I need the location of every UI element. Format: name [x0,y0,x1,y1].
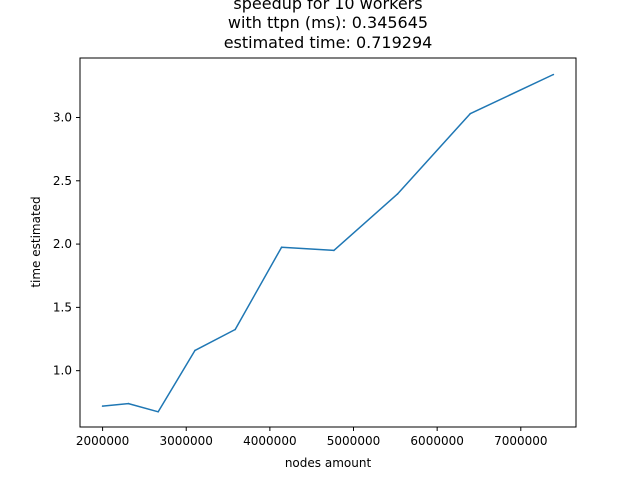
y-tick-label: 2.5 [53,174,72,188]
chart-title: speedup for 10 workers with ttpn (ms): 0… [224,0,433,52]
data-point [157,411,159,413]
data-point [469,112,472,115]
x-axis-label: nodes amount [285,456,372,470]
x-tick-label: 6000000 [410,434,463,448]
data-point [194,349,196,352]
chart-title-line-2: with ttpn (ms): 0.345645 [228,13,428,32]
data-point [127,402,130,405]
y-tick-label: 2.0 [53,237,72,251]
x-axis: 2000000 3000000 4000000 5000000 6000000 70000… [76,427,548,448]
data-point [396,193,399,195]
chart-title-line-3: estimated time: 0.719294 [224,33,433,52]
x-tick-label: 4000000 [243,434,296,448]
chart-title-line-1: speedup for 10 workers [233,0,422,13]
x-tick-label: 7000000 [494,434,547,448]
data-point [101,405,104,407]
x-tick-label: 5000000 [327,434,380,448]
x-tick-label: 2000000 [76,434,129,448]
data-point [234,328,236,331]
plot-frame [79,57,577,428]
y-tick-label: 3.0 [53,110,72,124]
y-axis: 1.0 1.5 2.0 2.5 3.0 [53,110,80,378]
x-tick-label: 3000000 [159,434,212,448]
y-axis-label: time estimated [29,196,43,287]
data-point [333,249,335,252]
y-tick-label: 1.5 [53,300,72,314]
y-tick-label: 1.0 [53,364,72,378]
data-point [552,73,555,76]
data-point [280,246,283,248]
series-line-0 [102,73,554,413]
